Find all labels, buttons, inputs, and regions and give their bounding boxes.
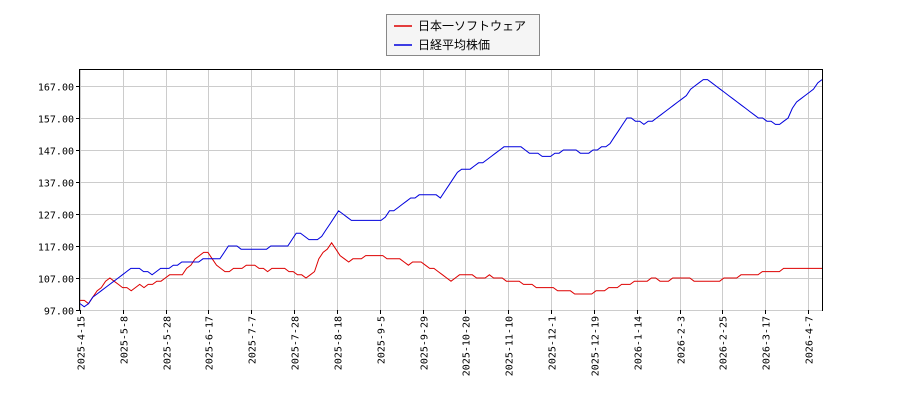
x-tick-label: 2026-1-14 — [634, 316, 645, 370]
x-tick-label: 2025-5-8 — [120, 316, 131, 364]
x-tick-label: 2026-2-3 — [677, 316, 688, 364]
x-axis: 2025-4-15 2025-5-8 2025-5-28 2025-6-17 2025-… — [77, 310, 816, 376]
y-tick-label: 157.00 — [38, 115, 74, 126]
series-line-1 — [80, 241, 822, 305]
plot-area — [79, 69, 823, 311]
x-tick-label: 2025-4-15 — [77, 316, 88, 370]
x-tick-label: 2025-9-29 — [420, 316, 431, 370]
x-tick-label: 2025-10-20 — [462, 316, 473, 376]
x-tick-label: 2025-12-1 — [548, 316, 559, 370]
grid — [80, 70, 822, 311]
y-tick-label: 137.00 — [38, 179, 74, 190]
x-tick-label: 2025-9-5 — [377, 316, 388, 364]
x-tick-label: 2025-11-10 — [505, 316, 516, 376]
legend-label-series-1: 日本一ソフトウェア — [418, 19, 526, 33]
y-tick-label: 127.00 — [38, 211, 74, 222]
y-tick-label: 107.00 — [38, 275, 74, 286]
y-tick-label: 97.00 — [44, 307, 74, 318]
series-line-2 — [79, 79, 823, 308]
y-tick-label: 167.00 — [38, 83, 74, 94]
x-tick-label: 2025-7-7 — [248, 316, 259, 364]
legend-label-series-2: 日経平均株価 — [418, 37, 490, 52]
x-tick-label: 2025-12-19 — [591, 316, 602, 376]
x-tick-label: 2026-4-7 — [805, 316, 816, 364]
x-tick-label: 2025-8-18 — [334, 316, 345, 370]
x-tick-label: 2025-6-17 — [205, 316, 216, 370]
x-tick-label: 2025-7-28 — [291, 316, 302, 370]
x-tick-label: 2026-2-25 — [719, 316, 730, 370]
series-layer — [79, 79, 823, 308]
x-tick-label: 2025-5-28 — [163, 316, 174, 370]
y-tick-label: 147.00 — [38, 147, 74, 158]
y-axis: 97.00 107.00 117.00 127.00 137.00 147.00 157.0… — [38, 83, 80, 318]
x-tick-label: 2026-3-17 — [762, 316, 773, 370]
legend-box — [386, 14, 540, 56]
legend: 日本一ソフトウェア 日経平均株価 — [386, 14, 540, 56]
y-tick-label: 117.00 — [38, 243, 74, 254]
